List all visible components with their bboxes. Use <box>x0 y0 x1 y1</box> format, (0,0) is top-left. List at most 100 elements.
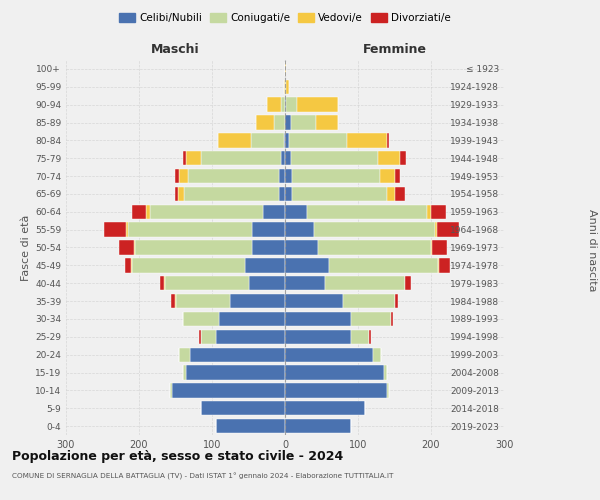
Bar <box>400 151 406 166</box>
Bar <box>343 294 395 308</box>
Bar <box>285 401 365 415</box>
Bar <box>252 222 285 237</box>
Bar <box>285 151 291 166</box>
Bar <box>350 312 391 326</box>
Bar <box>125 258 131 272</box>
Bar <box>395 187 406 201</box>
Bar <box>285 98 286 112</box>
Bar <box>281 98 285 112</box>
Bar <box>285 80 286 94</box>
Bar <box>252 240 285 254</box>
Bar <box>201 151 281 166</box>
Bar <box>187 151 201 166</box>
Bar <box>176 294 230 308</box>
Bar <box>395 294 398 308</box>
Bar <box>285 383 387 398</box>
Bar <box>183 312 220 326</box>
Bar <box>199 330 201 344</box>
Bar <box>387 383 389 398</box>
Bar <box>347 133 387 148</box>
Bar <box>379 151 400 166</box>
Bar <box>274 116 285 130</box>
Bar <box>307 204 427 219</box>
Bar <box>350 330 369 344</box>
Bar <box>279 187 285 201</box>
Bar <box>373 348 382 362</box>
Bar <box>126 222 128 237</box>
Bar <box>286 98 298 112</box>
Text: Maschi: Maschi <box>151 44 200 57</box>
Bar <box>369 330 371 344</box>
Bar <box>183 151 187 166</box>
Bar <box>284 80 285 94</box>
Bar <box>285 276 325 290</box>
Bar <box>132 204 146 219</box>
Bar <box>292 187 387 201</box>
Bar <box>285 366 383 380</box>
Y-axis label: Fasce di età: Fasce di età <box>21 214 31 280</box>
Bar <box>170 383 172 398</box>
Bar <box>438 258 439 272</box>
Bar <box>263 204 285 219</box>
Bar <box>289 133 347 148</box>
Bar <box>431 240 433 254</box>
Bar <box>406 276 411 290</box>
Bar <box>434 222 437 237</box>
Bar <box>387 187 395 201</box>
Bar <box>146 204 150 219</box>
Bar <box>285 240 318 254</box>
Bar <box>285 169 292 183</box>
Bar <box>439 258 450 272</box>
Bar <box>314 222 434 237</box>
Bar <box>175 169 179 183</box>
Bar <box>160 276 164 290</box>
Bar <box>285 258 329 272</box>
Bar <box>134 240 136 254</box>
Bar <box>179 169 188 183</box>
Bar <box>279 169 285 183</box>
Text: Anni di nascita: Anni di nascita <box>587 209 597 291</box>
Bar <box>433 240 447 254</box>
Bar <box>248 276 285 290</box>
Bar <box>171 294 175 308</box>
Bar <box>391 312 393 326</box>
Bar <box>184 187 279 201</box>
Bar <box>431 204 446 219</box>
Bar <box>325 276 406 290</box>
Bar <box>245 258 285 272</box>
Bar <box>150 204 263 219</box>
Bar <box>427 204 431 219</box>
Bar <box>292 169 380 183</box>
Text: Popolazione per età, sesso e stato civile - 2024: Popolazione per età, sesso e stato civil… <box>12 450 343 463</box>
Bar <box>132 258 245 272</box>
Bar <box>285 419 350 433</box>
Bar <box>291 116 316 130</box>
Bar <box>220 312 285 326</box>
Bar <box>230 294 285 308</box>
Bar <box>285 330 350 344</box>
Bar <box>316 116 338 130</box>
Bar <box>285 312 350 326</box>
Bar <box>218 133 251 148</box>
Bar <box>136 240 252 254</box>
Bar <box>285 133 289 148</box>
Bar <box>285 116 291 130</box>
Bar <box>128 222 252 237</box>
Bar <box>251 133 284 148</box>
Bar <box>179 348 190 362</box>
Text: COMUNE DI SERNAGLIA DELLA BATTAGLIA (TV) - Dati ISTAT 1° gennaio 2024 - Elaboraz: COMUNE DI SERNAGLIA DELLA BATTAGLIA (TV)… <box>12 472 394 480</box>
Bar <box>178 187 184 201</box>
Bar <box>437 222 459 237</box>
Bar <box>119 240 134 254</box>
Bar <box>187 366 285 380</box>
Bar <box>188 169 279 183</box>
Bar <box>190 348 285 362</box>
Bar <box>281 151 285 166</box>
Bar <box>256 116 274 130</box>
Bar <box>298 98 338 112</box>
Bar <box>175 187 178 201</box>
Bar <box>285 348 373 362</box>
Bar <box>387 133 389 148</box>
Bar <box>183 366 187 380</box>
Bar <box>285 187 292 201</box>
